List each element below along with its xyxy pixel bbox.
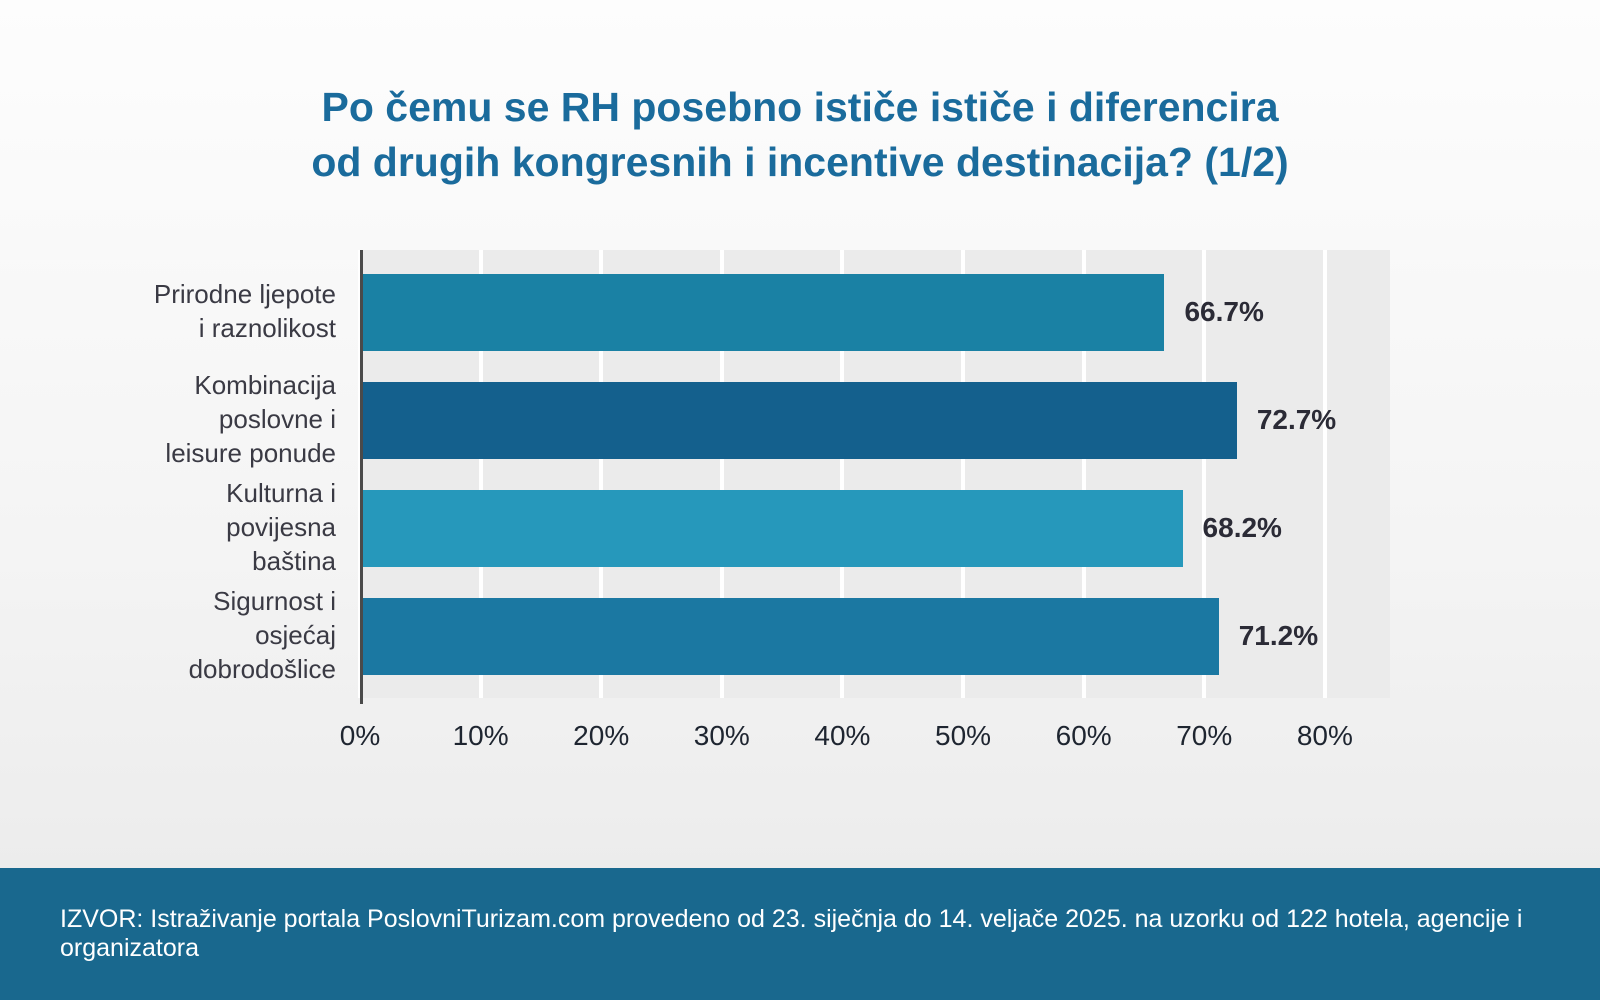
chart-title: Po čemu se RH posebno ističe ističe i di… bbox=[0, 0, 1600, 191]
gridline-30 bbox=[719, 250, 724, 698]
chart-title-line2: od drugih kongresnih i incentive destina… bbox=[311, 139, 1289, 186]
x-tick-label: 70% bbox=[1176, 720, 1233, 751]
gridline-60 bbox=[1081, 250, 1086, 698]
bar: 71.2% bbox=[360, 597, 1318, 675]
source-text: IZVOR: Istraživanje portala PoslovniTuri… bbox=[60, 905, 1523, 962]
bar: 66.7% bbox=[360, 273, 1264, 351]
bar: 72.7% bbox=[360, 381, 1336, 459]
bar-chart: Prirodne ljepote i raznolikost 66.7% Kombi… bbox=[150, 250, 1390, 770]
value-label: 68.2% bbox=[1202, 512, 1282, 543]
y-axis-line bbox=[360, 250, 363, 704]
value-label: 71.2% bbox=[1238, 620, 1319, 651]
x-axis: 0% 10% 20% 30% 40% 50% 60% 70% 80% bbox=[340, 720, 1390, 770]
bar-row: Kombinacija poslovne i leisure ponude 72.… bbox=[165, 366, 1390, 474]
gridline-10 bbox=[478, 250, 483, 698]
chart-title-line1: Po čemu se RH posebno ističe ističe i di… bbox=[321, 84, 1279, 130]
category-label: Kulturna i povijesna baština bbox=[226, 478, 336, 576]
gridline-70 bbox=[1202, 250, 1207, 698]
bar-row: Sigurnost i osjećaj dobrodošlice 71.2% bbox=[189, 582, 1390, 690]
value-label: 72.7% bbox=[1256, 404, 1337, 435]
x-tick-label: 40% bbox=[814, 720, 871, 751]
x-tick-label: 60% bbox=[1055, 720, 1112, 751]
value-label: 66.7% bbox=[1184, 296, 1264, 327]
bar-row: Kulturna i povijesna baština 68.2% bbox=[226, 474, 1390, 582]
bar-row: Prirodne ljepote i raznolikost 66.7% bbox=[154, 258, 1390, 366]
category-label: Prirodne ljepote i raznolikost bbox=[153, 279, 336, 343]
category-label: Sigurnost i osjećaj dobrodošlice bbox=[188, 586, 336, 684]
source-footer: IZVOR: Istraživanje portala PoslovniTuri… bbox=[0, 868, 1600, 1000]
x-tick-label: 0% bbox=[339, 720, 381, 751]
category-label: Kombinacija poslovne i leisure ponude bbox=[165, 370, 336, 468]
gridline-50 bbox=[961, 250, 966, 698]
gridline-20 bbox=[599, 250, 604, 698]
x-tick-label: 10% bbox=[452, 720, 509, 751]
plot-area: Prirodne ljepote i raznolikost 66.7% Kombi… bbox=[154, 250, 1390, 704]
x-tick-label: 50% bbox=[935, 720, 992, 751]
x-tick-label: 30% bbox=[693, 720, 750, 751]
gridline-80 bbox=[1322, 250, 1327, 698]
x-tick-label: 20% bbox=[573, 720, 630, 751]
x-tick-label: 80% bbox=[1296, 720, 1353, 751]
gridline-40 bbox=[840, 250, 845, 698]
bar: 68.2% bbox=[360, 489, 1282, 567]
